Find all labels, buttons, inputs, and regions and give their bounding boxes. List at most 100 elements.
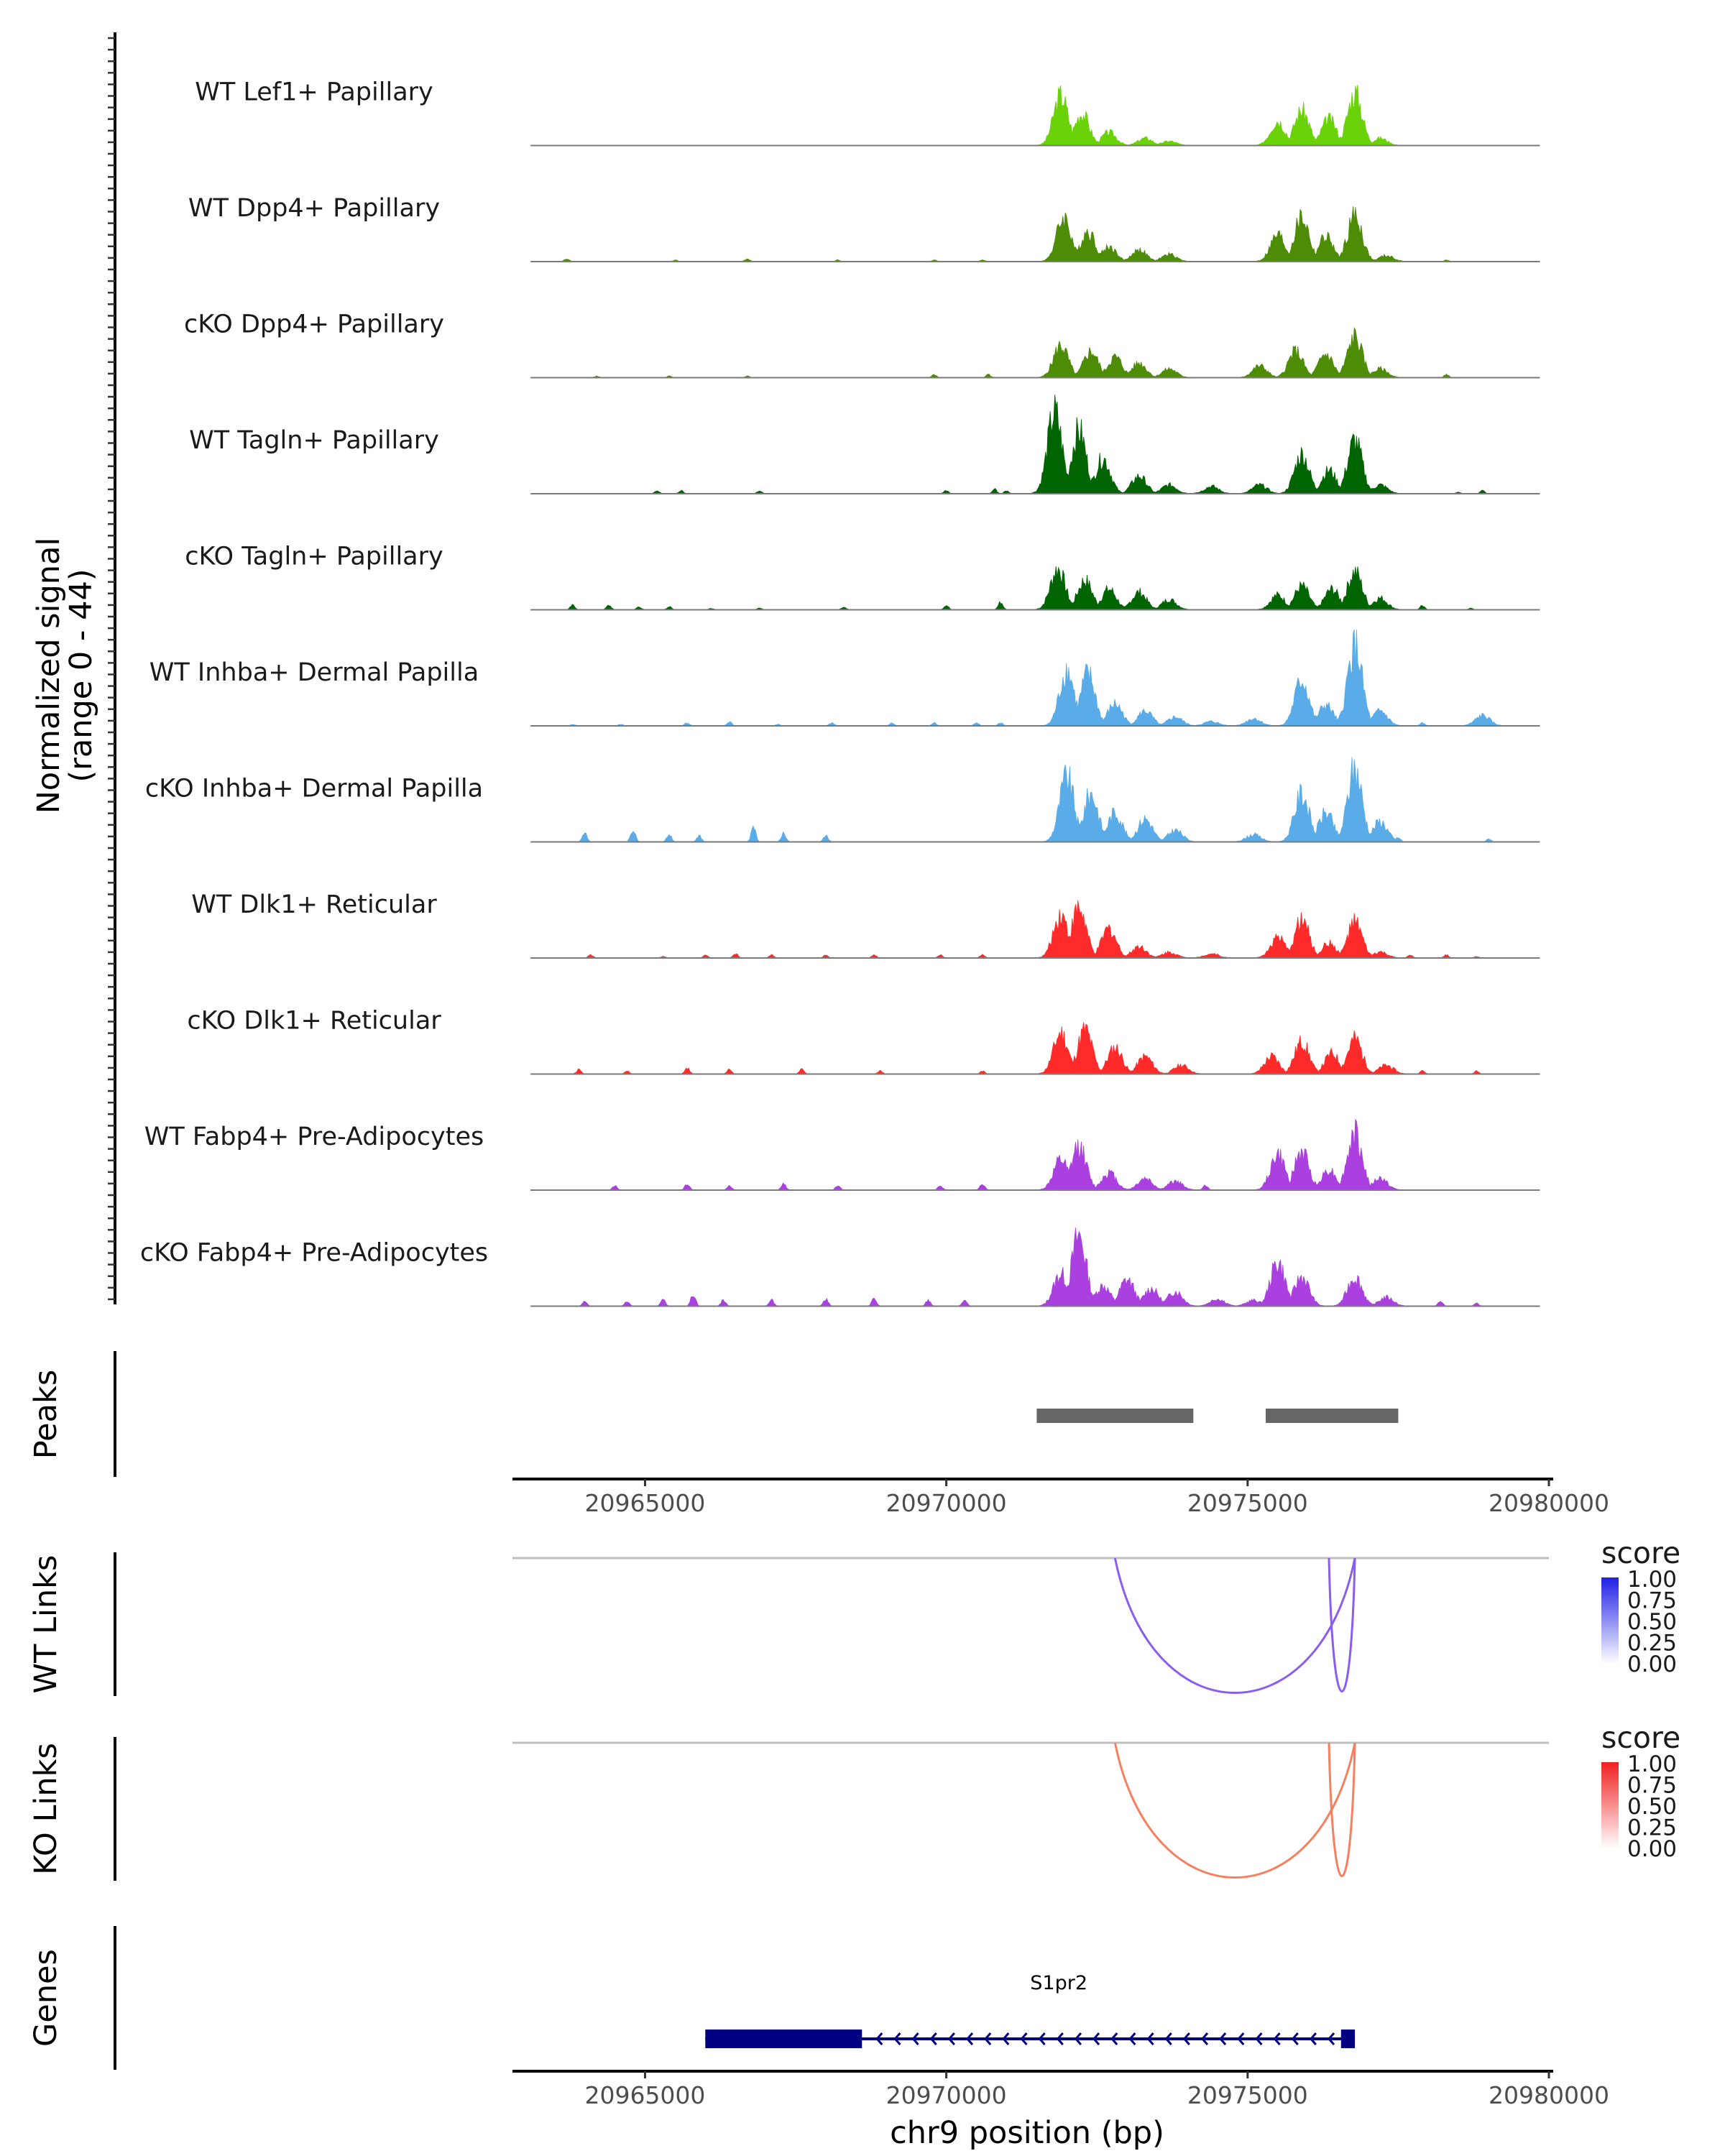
- strand-arrow: [929, 2032, 937, 2045]
- coverage-track: WT Dlk1+ Reticular: [191, 890, 1540, 959]
- coverage-area: [530, 206, 1540, 262]
- gene-exon: [705, 2030, 862, 2048]
- genes-x-tick-label: 20975000: [1187, 2081, 1308, 2109]
- strand-arrow: [1237, 2032, 1245, 2045]
- link-arc: [1113, 1742, 1356, 1879]
- strand-arrow: [911, 2032, 919, 2045]
- legend-tick-label: 0.25: [1627, 1631, 1677, 1657]
- strand-arrow: [1038, 2032, 1046, 2045]
- track-label: WT Dlk1+ Reticular: [191, 890, 437, 919]
- legend-tick-label: 0.00: [1627, 1836, 1677, 1862]
- coverage-area: [530, 326, 1540, 378]
- genes-title: Genes: [28, 1949, 64, 2047]
- peaks-x-tick-label: 20970000: [886, 1489, 1007, 1517]
- links-title: WT Links: [28, 1555, 64, 1694]
- strand-arrow: [1146, 2032, 1154, 2045]
- coverage-track: WT Tagln+ Papillary: [189, 395, 1540, 494]
- strand-arrow: [965, 2032, 974, 2045]
- coverage-area: [530, 900, 1540, 959]
- y-axis-range: (range 0 - 44): [63, 568, 99, 782]
- strand-arrow: [1056, 2032, 1064, 2045]
- coverage-area: [530, 395, 1540, 494]
- strand-arrow: [1164, 2032, 1172, 2045]
- legend-colorbar: [1601, 1577, 1619, 1664]
- coverage-area: [530, 629, 1540, 727]
- peaks-title: Peaks: [28, 1370, 64, 1460]
- coverage-track: cKO Dpp4+ Papillary: [184, 310, 1540, 379]
- link-arc: [1113, 1557, 1356, 1695]
- track-label: cKO Dpp4+ Papillary: [184, 310, 444, 339]
- gene-name: S1pr2: [1030, 1972, 1087, 1994]
- track-label: cKO Inhba+ Dermal Papilla: [145, 775, 483, 803]
- legend-title: score: [1601, 1720, 1680, 1755]
- strand-arrow: [1092, 2032, 1100, 2045]
- track-label: WT Fabp4+ Pre-Adipocytes: [144, 1123, 484, 1151]
- legend-tick-label: 0.75: [1627, 1773, 1677, 1799]
- track-label: cKO Tagln+ Papillary: [185, 543, 443, 571]
- strand-arrow: [893, 2032, 901, 2045]
- coverage-track: cKO Fabp4+ Pre-Adipocytes: [140, 1227, 1540, 1307]
- x-axis-title: chr9 position (bp): [890, 2115, 1164, 2151]
- track-label: cKO Fabp4+ Pre-Adipocytes: [140, 1239, 488, 1268]
- coverage-track: WT Inhba+ Dermal Papilla: [150, 629, 1540, 727]
- legend-tick-label: 0.00: [1627, 1651, 1677, 1677]
- coverage-track: cKO Inhba+ Dermal Papilla: [145, 757, 1540, 843]
- legend-tick-label: 0.25: [1627, 1815, 1677, 1841]
- coverage-track: WT Lef1+ Papillary: [195, 78, 1540, 147]
- legend-title: score: [1601, 1536, 1680, 1570]
- strand-arrow: [1182, 2032, 1190, 2045]
- coverage-area: [530, 1118, 1540, 1191]
- peaks-x-tick-label: 20965000: [584, 1489, 705, 1517]
- peaks-x-tick-label: 20975000: [1187, 1489, 1308, 1517]
- coverage-track: WT Dpp4+ Papillary: [188, 194, 1540, 262]
- legend-tick-label: 1.00: [1627, 1567, 1677, 1593]
- track-label: WT Inhba+ Dermal Papilla: [150, 658, 479, 687]
- peak-interval: [1036, 1409, 1194, 1423]
- legend-tick-label: 0.75: [1627, 1588, 1677, 1614]
- y-axis-title: Normalized signal: [31, 538, 67, 814]
- strand-arrow: [1128, 2032, 1136, 2045]
- strand-arrow: [875, 2032, 883, 2045]
- strand-arrow: [1291, 2032, 1299, 2045]
- coverage-area: [530, 757, 1540, 842]
- genes-x-tick-label: 20970000: [886, 2081, 1007, 2109]
- coverage-area: [530, 84, 1540, 146]
- strand-arrow: [1273, 2032, 1281, 2045]
- peaks-x-tick-label: 20980000: [1489, 1489, 1609, 1517]
- legend-colorbar: [1601, 1762, 1619, 1848]
- strand-arrow: [1255, 2032, 1263, 2045]
- strand-arrow: [1110, 2032, 1118, 2045]
- strand-arrow: [1309, 2032, 1317, 2045]
- link-arc: [1328, 1557, 1356, 1692]
- genes-x-tick-label: 20965000: [584, 2081, 705, 2109]
- genes-x-tick-label: 20980000: [1489, 2081, 1609, 2109]
- strand-arrow: [1327, 2032, 1335, 2045]
- links-title: KO Links: [28, 1743, 64, 1875]
- strand-arrow: [1200, 2032, 1209, 2045]
- coverage-track: cKO Tagln+ Papillary: [185, 543, 1540, 611]
- coverage-area: [530, 1227, 1540, 1307]
- strand-arrow: [984, 2032, 992, 2045]
- strand-arrow: [1074, 2032, 1082, 2045]
- coverage-track: cKO Dlk1+ Reticular: [187, 1007, 1540, 1075]
- coverage-area: [530, 566, 1540, 610]
- legend-tick-label: 1.00: [1627, 1751, 1677, 1777]
- track-label: WT Dpp4+ Papillary: [188, 194, 440, 223]
- track-label: WT Lef1+ Papillary: [195, 78, 433, 107]
- link-arc: [1328, 1742, 1356, 1877]
- peak-interval: [1265, 1409, 1399, 1423]
- strand-arrow: [1219, 2032, 1227, 2045]
- gene-exon: [1340, 2030, 1356, 2048]
- strand-arrow: [947, 2032, 955, 2045]
- strand-arrow: [1020, 2032, 1028, 2045]
- strand-arrow: [1002, 2032, 1010, 2045]
- coverage-track: WT Fabp4+ Pre-Adipocytes: [144, 1118, 1540, 1191]
- track-label: WT Tagln+ Papillary: [189, 426, 439, 455]
- legend-tick-label: 0.50: [1627, 1794, 1677, 1820]
- legend-tick-label: 0.50: [1627, 1609, 1677, 1635]
- coverage-area: [530, 1022, 1540, 1074]
- track-label: cKO Dlk1+ Reticular: [187, 1007, 441, 1036]
